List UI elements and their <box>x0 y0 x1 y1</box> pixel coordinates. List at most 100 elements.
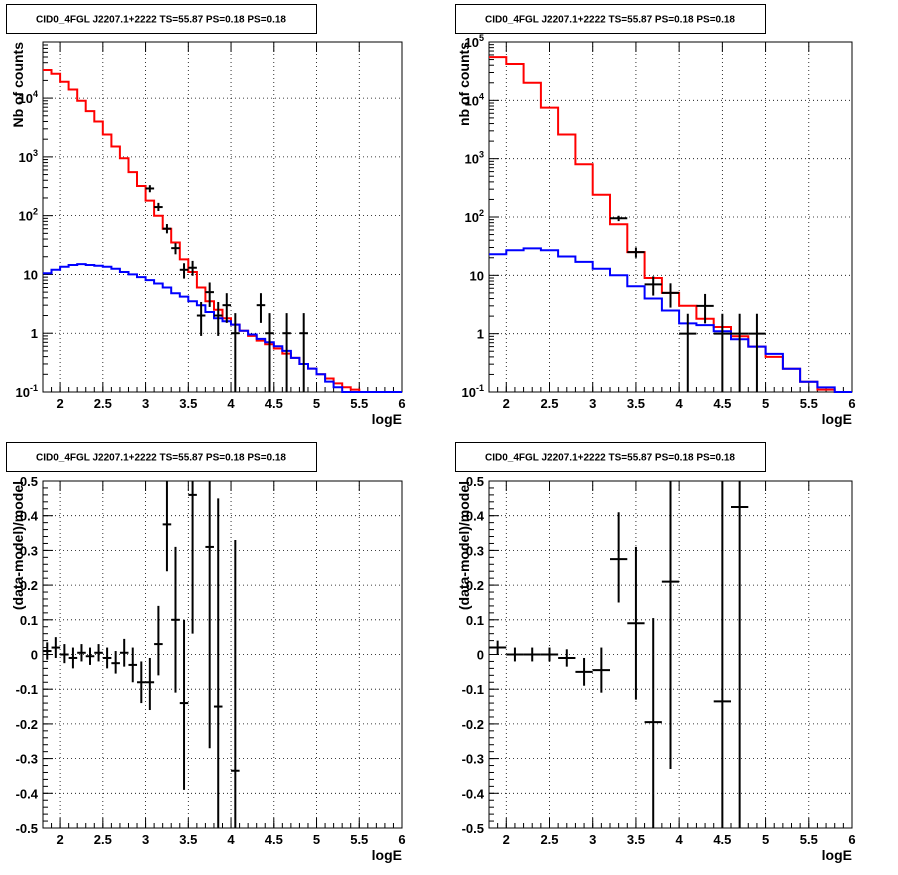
x-tick-label: 6 <box>398 396 405 411</box>
data-point <box>205 481 214 749</box>
y-tick-label: 102 <box>19 207 38 224</box>
data-point <box>196 301 206 336</box>
x-tick-label: 5 <box>762 396 769 411</box>
chart-3: CID0_4FGL J2207.1+2222 TS=55.87 PS=0.18 … <box>6 442 406 863</box>
x-tick-label: 3.5 <box>179 832 197 847</box>
data-point <box>179 619 189 790</box>
y-tick-label: 10-1 <box>462 383 484 400</box>
data-point <box>506 647 524 662</box>
chart-1: CID0_4FGL J2207.1+2222 TS=55.87 PS=0.18 … <box>6 4 406 427</box>
data-point <box>68 647 78 669</box>
x-tick-label: 3.5 <box>179 396 197 411</box>
data-point <box>489 640 507 655</box>
data-point <box>256 293 266 323</box>
y-tick-label: 0 <box>31 648 38 663</box>
title-box <box>6 442 317 472</box>
x-tick-label: 6 <box>848 832 855 847</box>
y-tick-label: 104 <box>19 89 38 106</box>
data-point <box>265 313 274 392</box>
plot-frame <box>42 41 403 393</box>
data-point <box>213 301 223 336</box>
x-axis-label: logE <box>822 847 852 863</box>
data-point <box>171 243 180 255</box>
data-point <box>128 647 138 683</box>
y-tick-label: -0.4 <box>16 786 39 801</box>
x-tick-label: 3.5 <box>627 832 645 847</box>
x-tick-label: 4 <box>676 832 684 847</box>
data-point <box>523 647 541 662</box>
y-tick-label: 102 <box>465 208 484 225</box>
x-tick-label: 2 <box>56 396 63 411</box>
data-point <box>171 546 180 693</box>
y-tick-label: -0.3 <box>16 752 38 767</box>
data-point <box>592 647 610 693</box>
data-point <box>627 247 645 258</box>
data-point <box>231 539 240 828</box>
data-point <box>222 293 232 323</box>
data-point <box>111 651 120 674</box>
y-tick-label: 10 <box>24 267 38 282</box>
data-point <box>162 224 172 234</box>
data-point <box>713 313 731 392</box>
data-point <box>154 202 163 212</box>
y-tick-label: -0.3 <box>462 752 484 767</box>
data-point <box>188 260 197 276</box>
x-tick-label: 6 <box>848 396 855 411</box>
x-tick-label: 4.5 <box>713 396 731 411</box>
data-point <box>60 644 69 664</box>
x-axis-label: logE <box>372 847 402 863</box>
y-tick-label: 0 <box>477 648 484 663</box>
x-axis-label: logE <box>372 411 402 427</box>
data-point <box>119 638 129 667</box>
y-axis-label: Nb of counts <box>10 42 26 128</box>
data-point <box>661 481 680 770</box>
chart-4: CID0_4FGL J2207.1+2222 TS=55.87 PS=0.18 … <box>455 442 856 863</box>
x-tick-label: 5.5 <box>350 832 368 847</box>
data-point <box>51 637 61 658</box>
y-tick-label: -0.1 <box>16 682 38 697</box>
x-tick-label: 2.5 <box>94 396 112 411</box>
x-tick-label: 4 <box>676 396 684 411</box>
x-tick-label: 2.5 <box>94 832 112 847</box>
x-tick-label: 3 <box>142 832 149 847</box>
title-box <box>6 4 317 34</box>
y-tick-label: 0.5 <box>20 474 38 489</box>
x-tick-label: 3 <box>142 396 149 411</box>
data-point <box>731 313 749 392</box>
y-tick-label: 0.1 <box>20 613 38 628</box>
x-tick-label: 4 <box>227 396 235 411</box>
data-point <box>610 215 628 222</box>
x-tick-label: 4.5 <box>713 832 731 847</box>
x-tick-label: 2 <box>503 396 510 411</box>
chart-title: CID0_4FGL J2207.1+2222 TS=55.87 PS=0.18 … <box>36 453 286 464</box>
x-tick-label: 6 <box>398 832 405 847</box>
title-box <box>455 442 766 472</box>
y-tick-label: -0.4 <box>462 786 485 801</box>
x-tick-label: 5.5 <box>350 396 368 411</box>
y-tick-label: -0.2 <box>16 717 38 732</box>
data-point <box>575 657 593 686</box>
x-tick-label: 5.5 <box>800 832 818 847</box>
data-point <box>610 512 628 603</box>
x-axis-label: logE <box>822 411 852 427</box>
y-tick-label: 1 <box>477 327 484 342</box>
y-tick-label: 0.4 <box>20 509 39 524</box>
data-point <box>43 642 52 660</box>
data-point <box>713 481 731 828</box>
data-point <box>679 313 697 392</box>
plot-frame <box>42 480 403 829</box>
data-point <box>299 313 308 392</box>
data-point <box>644 618 662 828</box>
x-tick-label: 2.5 <box>540 396 558 411</box>
series-2-line <box>43 263 402 393</box>
x-tick-label: 2 <box>503 832 510 847</box>
data-point <box>102 647 112 669</box>
data-point <box>696 293 714 324</box>
data-point <box>282 313 291 392</box>
data-point <box>213 498 223 828</box>
title-box <box>455 4 766 34</box>
x-tick-label: 4.5 <box>265 396 283 411</box>
data-point <box>179 263 189 279</box>
y-tick-label: 1 <box>31 326 38 341</box>
